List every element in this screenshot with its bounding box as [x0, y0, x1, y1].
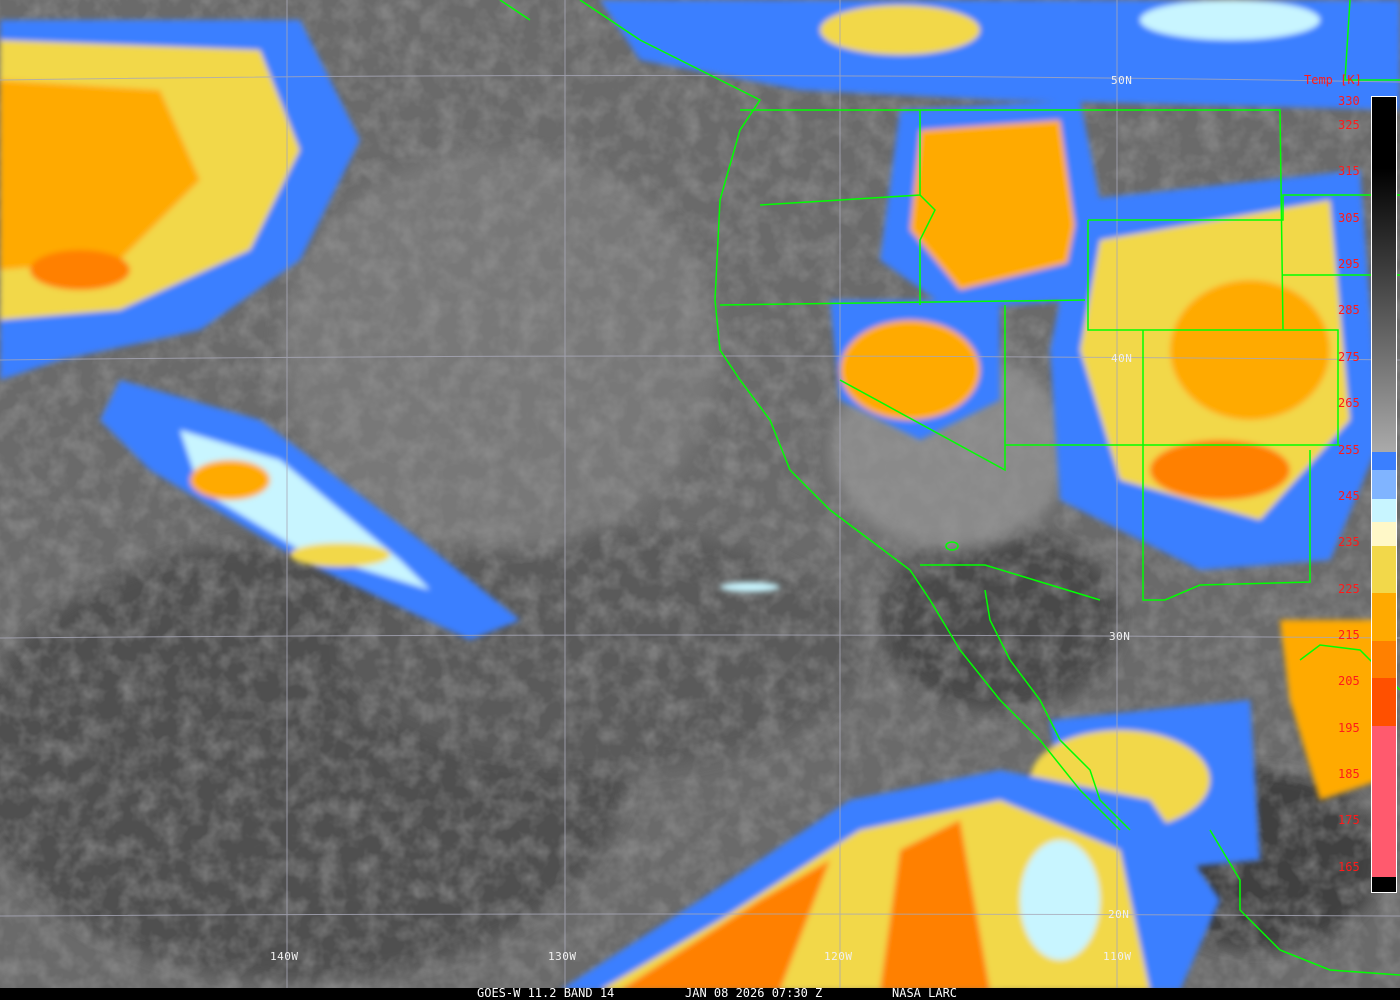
timestamp-label: JAN 08 2026 07:30 Z	[685, 986, 823, 1000]
satellite-band-label: GOES-W 11.2 BAND 14	[477, 986, 615, 1000]
latitude-label: 40N	[1111, 352, 1133, 365]
latitude-label: 50N	[1111, 74, 1133, 87]
colorbar-title: Temp [K]	[1304, 73, 1362, 87]
colorbar-tick-label: 225	[1338, 582, 1360, 596]
colorbar-tick-label: 295	[1338, 257, 1360, 271]
colorbar-tick-label: 255	[1338, 443, 1360, 457]
colorbar-segment	[1372, 451, 1396, 471]
colorbar-tick-label: 245	[1338, 489, 1360, 503]
longitude-label: 110W	[1103, 950, 1132, 963]
longitude-label: 140W	[270, 950, 299, 963]
colorbar-tick-label: 205	[1338, 674, 1360, 688]
colorbar-segment	[1372, 522, 1396, 547]
latitude-label: 30N	[1109, 630, 1131, 643]
colorbar-tick-label: 275	[1338, 350, 1360, 364]
colorbar-tick-label: 325	[1338, 118, 1360, 132]
colorbar-gray-gradient	[1372, 167, 1396, 452]
colorbar-tick-label: 265	[1338, 396, 1360, 410]
longitude-label: 130W	[548, 950, 577, 963]
colorbar-tick-label: 285	[1338, 303, 1360, 317]
colorbar-segment	[1372, 593, 1396, 641]
colorbar-tick-label: 215	[1338, 628, 1360, 642]
colorbar-segment	[1372, 640, 1396, 679]
colorbar-tick-label: 330	[1338, 94, 1360, 108]
colorbar-tick-label: 185	[1338, 767, 1360, 781]
temperature-colorbar	[1371, 96, 1397, 893]
longitude-label: 120W	[824, 950, 853, 963]
colorbar-tick-label: 165	[1338, 860, 1360, 874]
colorbar-tick-label: 195	[1338, 721, 1360, 735]
colorbar-segment	[1372, 498, 1396, 523]
colorbar-segment	[1372, 546, 1396, 594]
colorbar-tick-label: 175	[1338, 813, 1360, 827]
colorbar-segment	[1372, 470, 1396, 499]
latitude-label: 20N	[1108, 908, 1130, 921]
colorbar-segment	[1372, 678, 1396, 726]
colorbar-tick-label: 305	[1338, 211, 1360, 225]
caption-bar: GOES-W 11.2 BAND 14 JAN 08 2026 07:30 Z …	[0, 986, 1400, 1000]
source-label: NASA LARC	[892, 986, 958, 1000]
colorbar-tick-label: 315	[1338, 164, 1360, 178]
colorbar-segment	[1372, 725, 1396, 877]
colorbar-tick-label: 235	[1338, 535, 1360, 549]
